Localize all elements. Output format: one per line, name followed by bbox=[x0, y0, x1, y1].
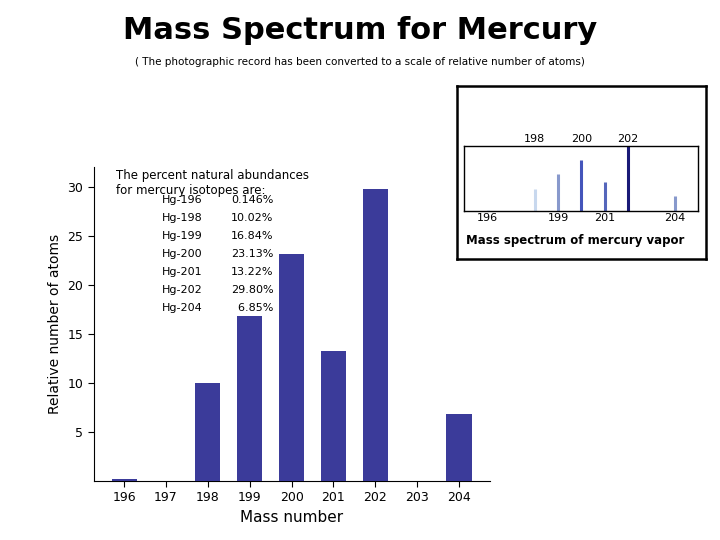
Bar bbox=[446, 414, 472, 481]
Text: Mass spectrum of mercury vapor: Mass spectrum of mercury vapor bbox=[466, 234, 684, 247]
Bar bbox=[237, 316, 262, 481]
Text: Hg-196: Hg-196 bbox=[162, 195, 202, 205]
Text: Hg-202: Hg-202 bbox=[162, 285, 202, 295]
Bar bbox=[279, 254, 304, 481]
Y-axis label: Relative number of atoms: Relative number of atoms bbox=[48, 234, 62, 414]
Text: The percent natural abundances
for mercury isotopes are:: The percent natural abundances for mercu… bbox=[116, 170, 309, 197]
Text: 13.22%: 13.22% bbox=[231, 267, 274, 277]
Text: ( The photographic record has been converted to a scale of relative number of at: ( The photographic record has been conve… bbox=[135, 57, 585, 67]
Text: Hg-198: Hg-198 bbox=[162, 213, 202, 223]
Text: 196: 196 bbox=[477, 213, 498, 223]
Text: 200: 200 bbox=[571, 133, 592, 144]
Text: Hg-199: Hg-199 bbox=[162, 231, 202, 241]
Text: 201: 201 bbox=[594, 213, 616, 223]
Bar bbox=[195, 382, 220, 481]
Text: 16.84%: 16.84% bbox=[231, 231, 274, 241]
Bar bbox=[112, 479, 137, 481]
Text: Mass Spectrum for Mercury: Mass Spectrum for Mercury bbox=[123, 16, 597, 45]
Text: 202: 202 bbox=[618, 133, 639, 144]
Text: Hg-201: Hg-201 bbox=[162, 267, 202, 277]
Text: 29.80%: 29.80% bbox=[231, 285, 274, 295]
Text: 23.13%: 23.13% bbox=[231, 249, 274, 259]
Text: 6.85%: 6.85% bbox=[231, 303, 274, 313]
Text: 0.146%: 0.146% bbox=[231, 195, 274, 205]
X-axis label: Mass number: Mass number bbox=[240, 510, 343, 524]
Text: 204: 204 bbox=[665, 213, 685, 223]
Text: 198: 198 bbox=[524, 133, 545, 144]
Text: 199: 199 bbox=[547, 213, 569, 223]
Bar bbox=[321, 351, 346, 481]
Text: Hg-200: Hg-200 bbox=[162, 249, 202, 259]
Text: 10.02%: 10.02% bbox=[231, 213, 274, 223]
Text: Hg-204: Hg-204 bbox=[162, 303, 202, 313]
Bar bbox=[363, 189, 388, 481]
